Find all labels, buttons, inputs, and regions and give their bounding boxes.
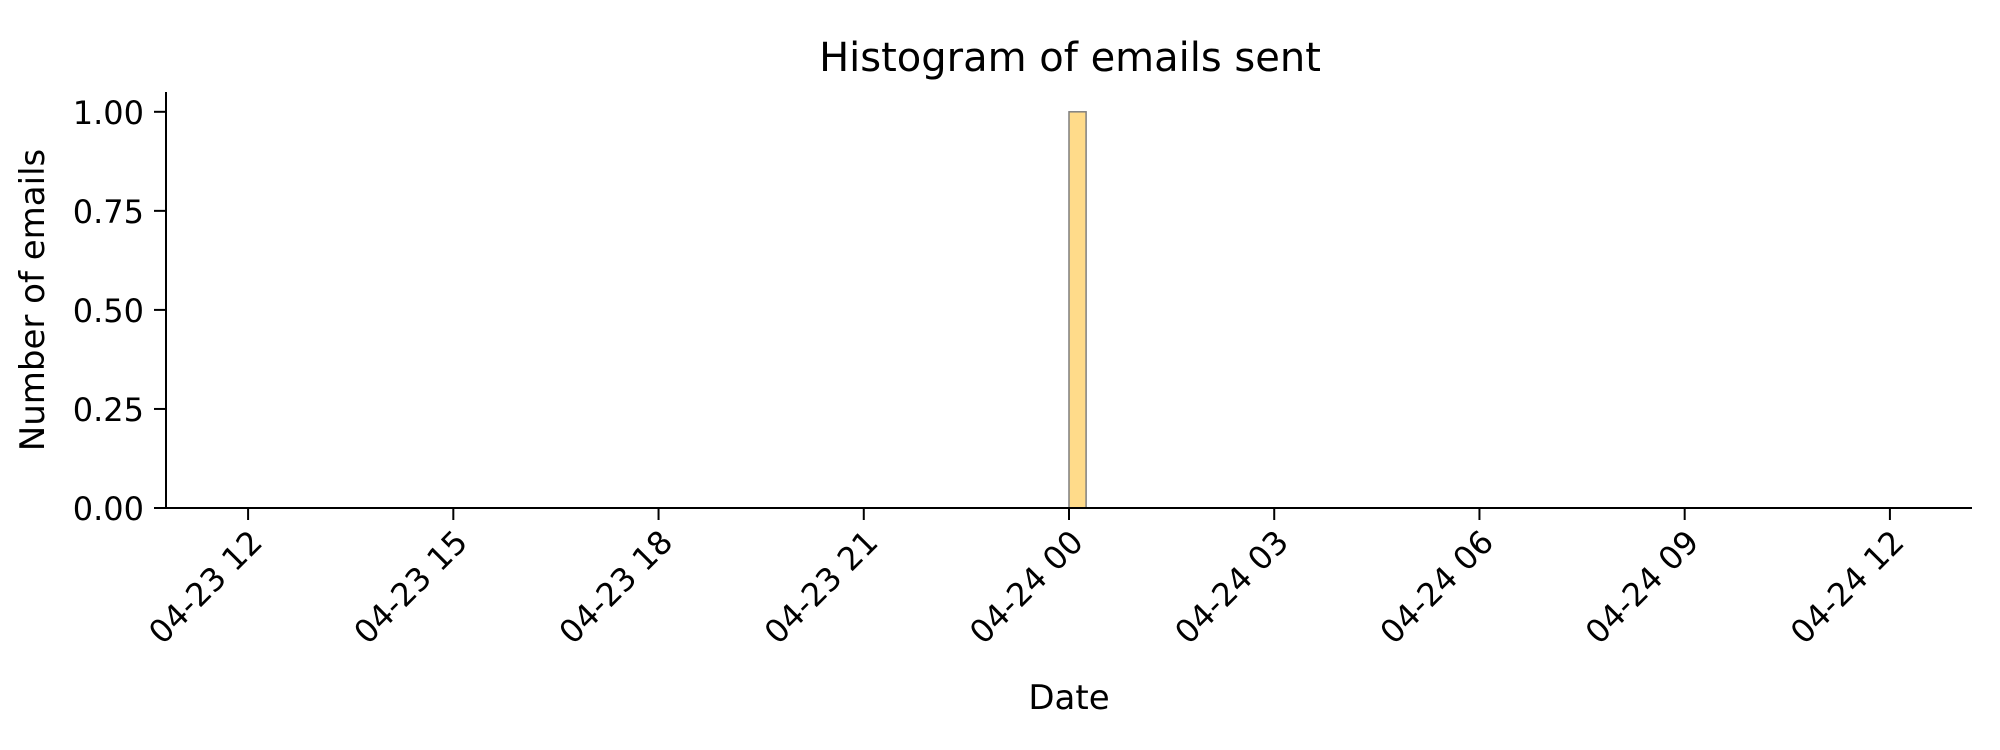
bars-layer (1068, 111, 1087, 509)
y-tick-label: 0.50 (73, 292, 144, 330)
x-tick-label: 04-24 06 (1373, 523, 1502, 652)
x-tick-label: 04-24 09 (1578, 523, 1707, 652)
x-tick-label: 04-23 18 (552, 523, 681, 652)
x-ticks-layer: 04-23 12 04-23 15 04-23 18 04-23 21 04-24 00… (141, 508, 1912, 652)
y-ticks-layer: 0.00 0.25 0.50 0.75 1.00 (73, 94, 166, 528)
y-tick-label: 1.00 (73, 94, 144, 132)
histogram-bar (1068, 111, 1087, 509)
y-tick-label: 0.00 (73, 490, 144, 528)
x-axis-label: Date (1028, 678, 1109, 718)
x-tick-label: 04-24 03 (1167, 523, 1296, 652)
x-tick-label: 04-23 15 (346, 523, 475, 652)
x-tick-label: 04-23 21 (757, 523, 886, 652)
x-tick-label: 04-24 00 (962, 523, 1091, 652)
x-tick-label: 04-24 12 (1783, 523, 1912, 652)
y-tick-label: 0.75 (73, 193, 144, 231)
x-tick-label: 04-23 12 (141, 523, 270, 652)
y-tick-label: 0.25 (73, 391, 144, 429)
chart-title: Histogram of emails sent (819, 35, 1321, 81)
y-axis-label: Number of emails (13, 149, 53, 451)
